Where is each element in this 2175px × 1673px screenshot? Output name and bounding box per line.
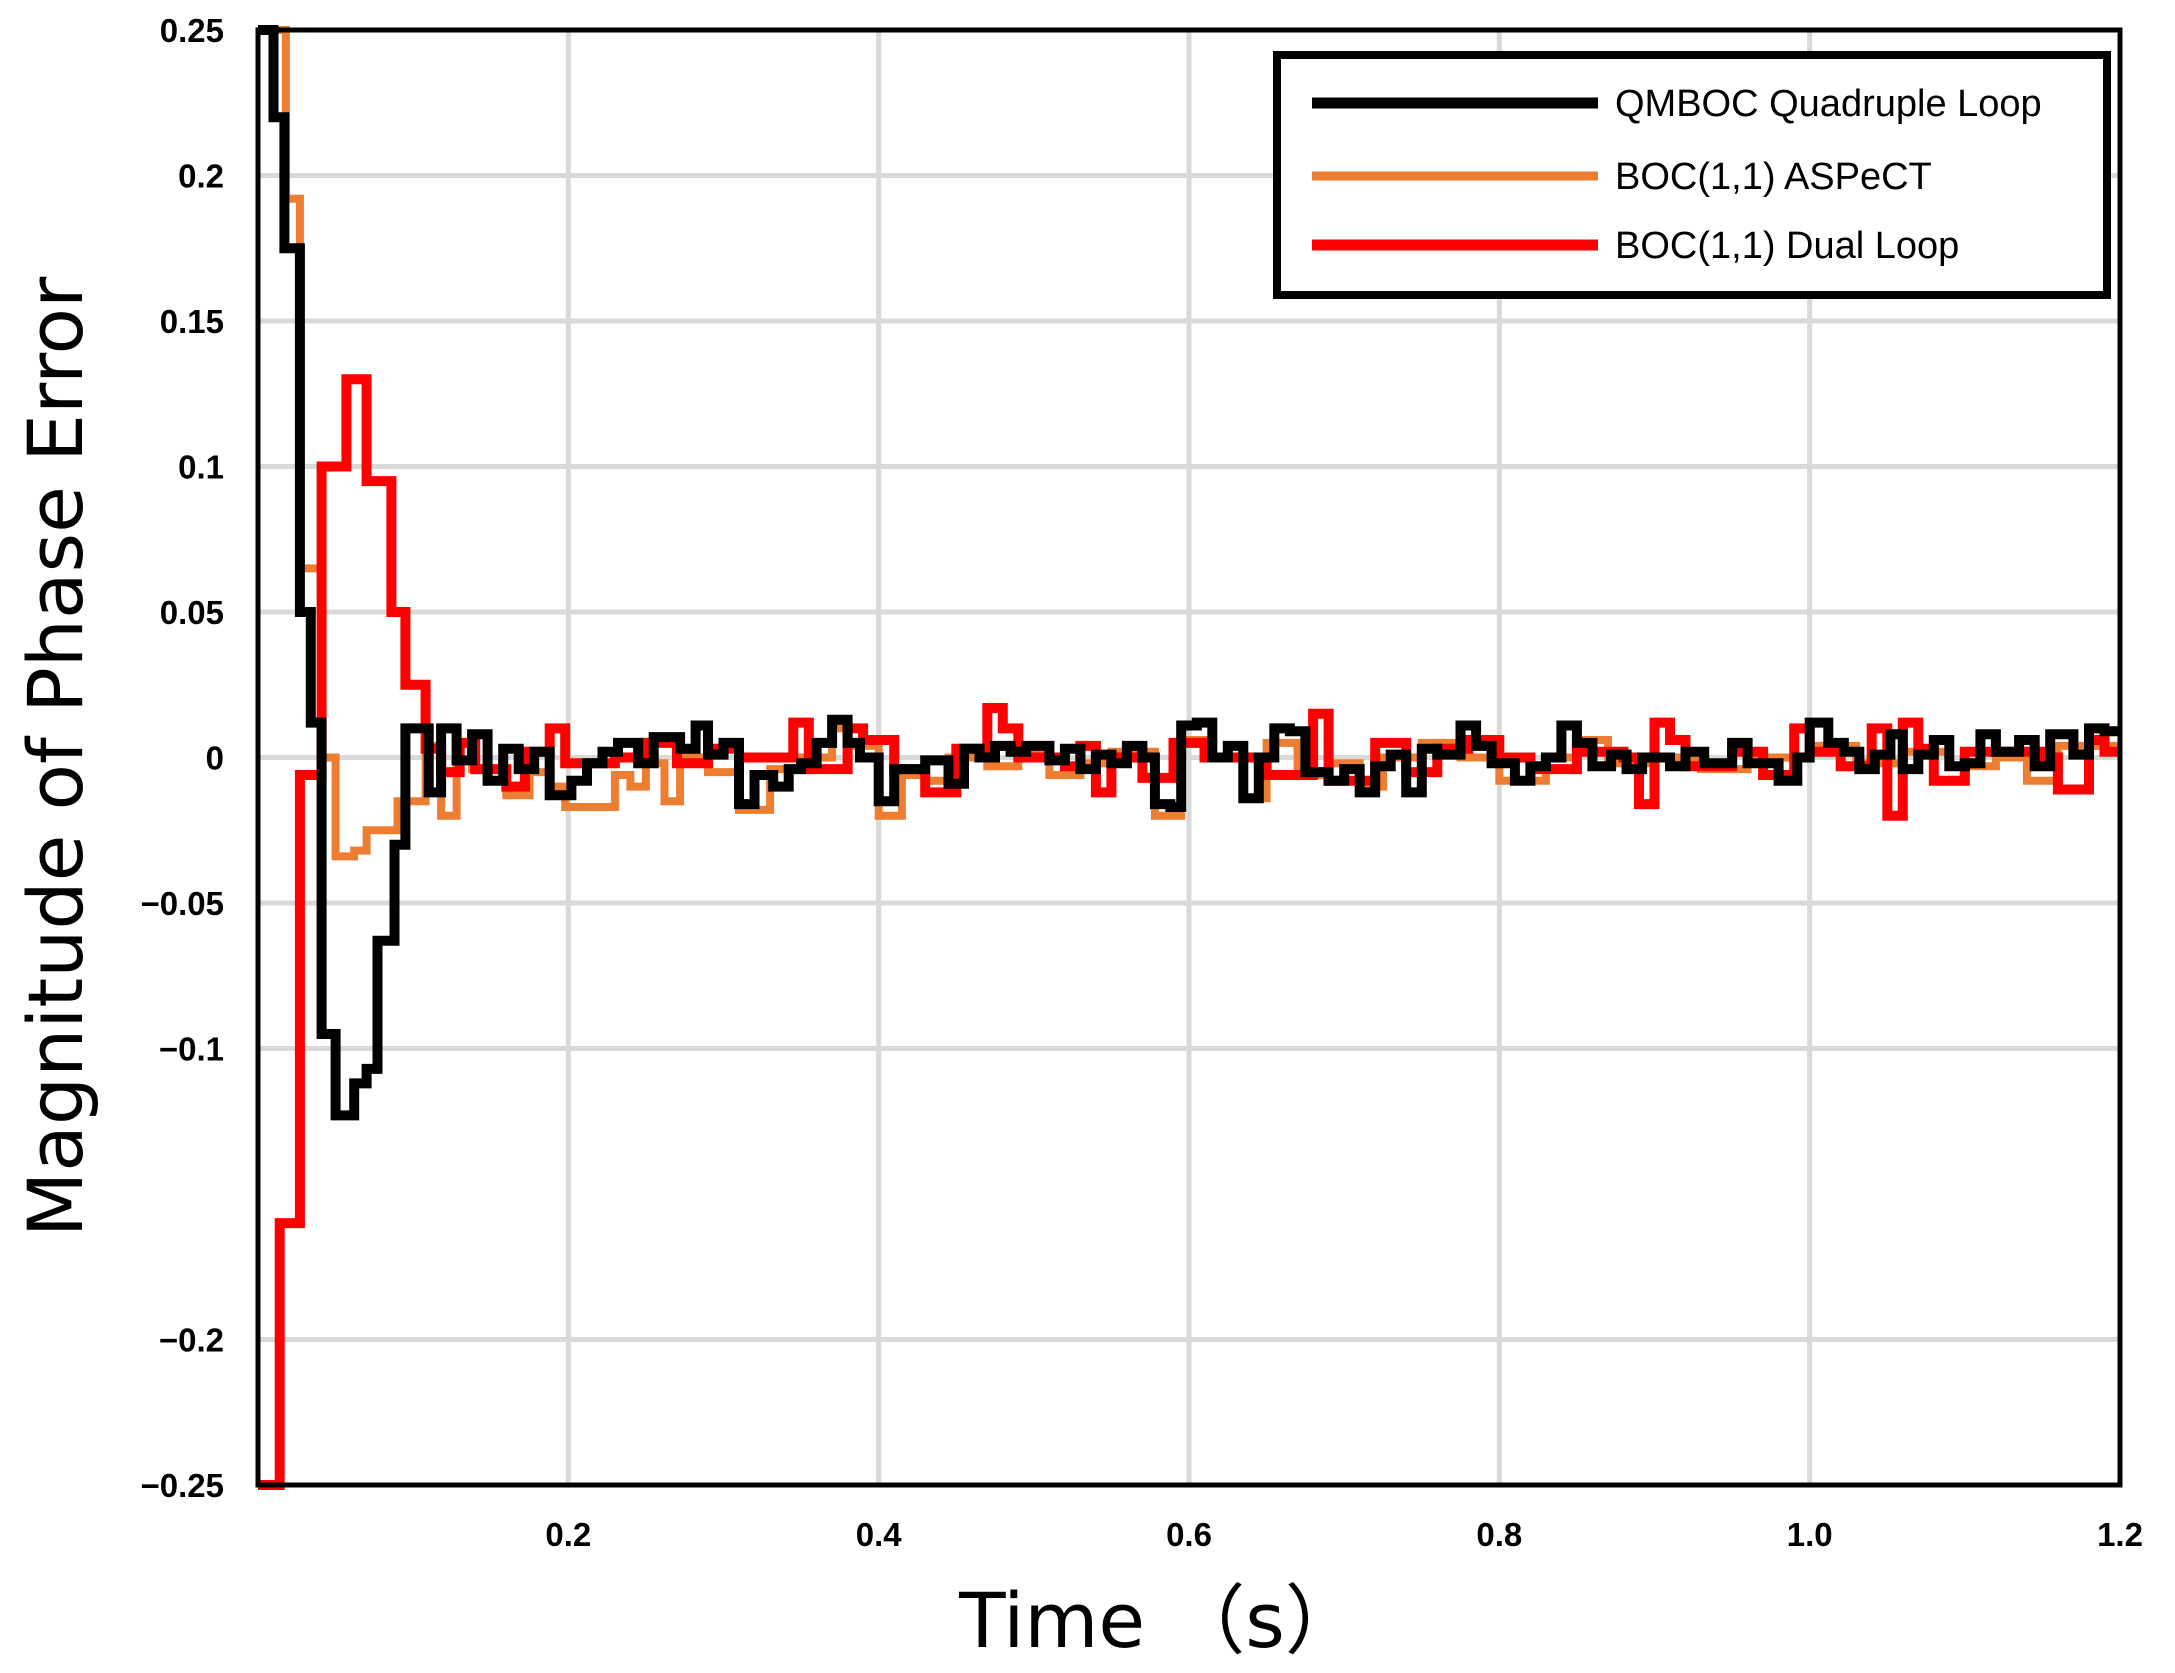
y-tick-label: −0.05 <box>141 885 225 922</box>
y-tick-label: 0.25 <box>160 12 224 49</box>
x-tick-label: 0.6 <box>1166 1516 1212 1553</box>
y-tick-label: 0.15 <box>160 303 224 340</box>
y-tick-label: 0.05 <box>160 594 224 631</box>
series-layer <box>258 25 2120 1490</box>
y-tick-label: −0.25 <box>141 1467 225 1504</box>
y-axis: 0.25 0.2 0.15 0.1 0.05 0 −0.05 −0.1 −0.2 −0.25 <box>141 12 225 1504</box>
x-tick-label: 0.2 <box>545 1516 591 1553</box>
y-tick-label: −0.1 <box>159 1031 224 1068</box>
legend-label-dual: BOC(1,1) Dual Loop <box>1615 225 1959 267</box>
y-tick-label: 0.1 <box>178 449 224 486</box>
legend-label-aspect: BOC(1,1) ASPeCT <box>1615 156 1932 198</box>
legend-label-qmboc: QMBOC Quadruple Loop <box>1615 83 2042 125</box>
x-tick-label: 0.8 <box>1476 1516 1522 1553</box>
x-tick-label: 0.4 <box>856 1516 903 1553</box>
x-tick-label: 1.0 <box>1787 1516 1833 1553</box>
legend: QMBOC Quadruple Loop BOC(1,1) ASPeCT BOC… <box>1273 51 2111 299</box>
y-tick-label: −0.2 <box>159 1322 224 1359</box>
x-axis: 0.2 0.4 0.6 0.8 1.0 1.2 <box>545 1516 2143 1553</box>
x-axis-title: Time （s） <box>958 1576 1361 1665</box>
plot-frame <box>255 27 2123 1488</box>
y-axis-title: Magnitude of Phase Error <box>11 276 100 1237</box>
series-line-qmboc <box>258 25 2120 1121</box>
y-tick-label: 0 <box>206 740 224 777</box>
x-tick-label: 1.2 <box>2097 1516 2143 1553</box>
y-tick-label: 0.2 <box>178 158 224 195</box>
